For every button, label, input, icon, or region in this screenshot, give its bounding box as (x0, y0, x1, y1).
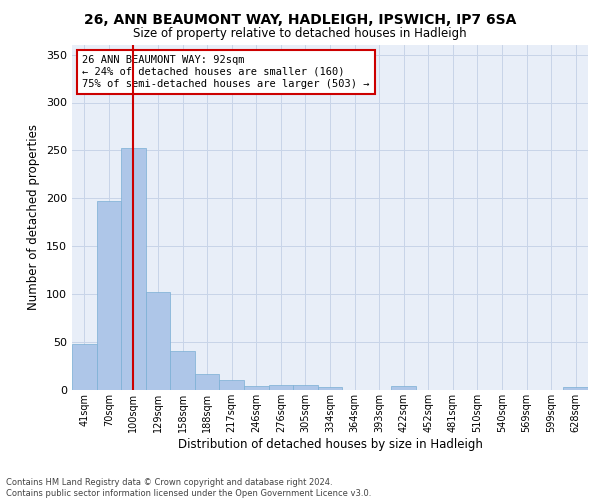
Bar (220, 380, 244, 390)
Text: Contains HM Land Registry data © Crown copyright and database right 2024.
Contai: Contains HM Land Registry data © Crown c… (6, 478, 371, 498)
X-axis label: Distribution of detached houses by size in Hadleigh: Distribution of detached houses by size … (178, 438, 482, 450)
Bar (293, 385, 318, 390)
Text: 26 ANN BEAUMONT WAY: 92sqm
← 24% of detached houses are smaller (160)
75% of sem: 26 ANN BEAUMONT WAY: 92sqm ← 24% of deta… (82, 56, 370, 88)
Bar (97, 201, 121, 390)
Bar (391, 386, 416, 390)
Y-axis label: Number of detached properties: Number of detached properties (28, 124, 40, 310)
Bar (170, 350, 195, 390)
Bar (72, 344, 97, 390)
Bar (318, 387, 342, 390)
Bar (244, 386, 269, 390)
Bar (121, 148, 146, 390)
Bar (269, 385, 293, 390)
Bar (146, 292, 170, 390)
Bar (195, 374, 220, 390)
Text: Size of property relative to detached houses in Hadleigh: Size of property relative to detached ho… (133, 28, 467, 40)
Text: 26, ANN BEAUMONT WAY, HADLEIGH, IPSWICH, IP7 6SA: 26, ANN BEAUMONT WAY, HADLEIGH, IPSWICH,… (84, 12, 516, 26)
Bar (563, 387, 588, 390)
